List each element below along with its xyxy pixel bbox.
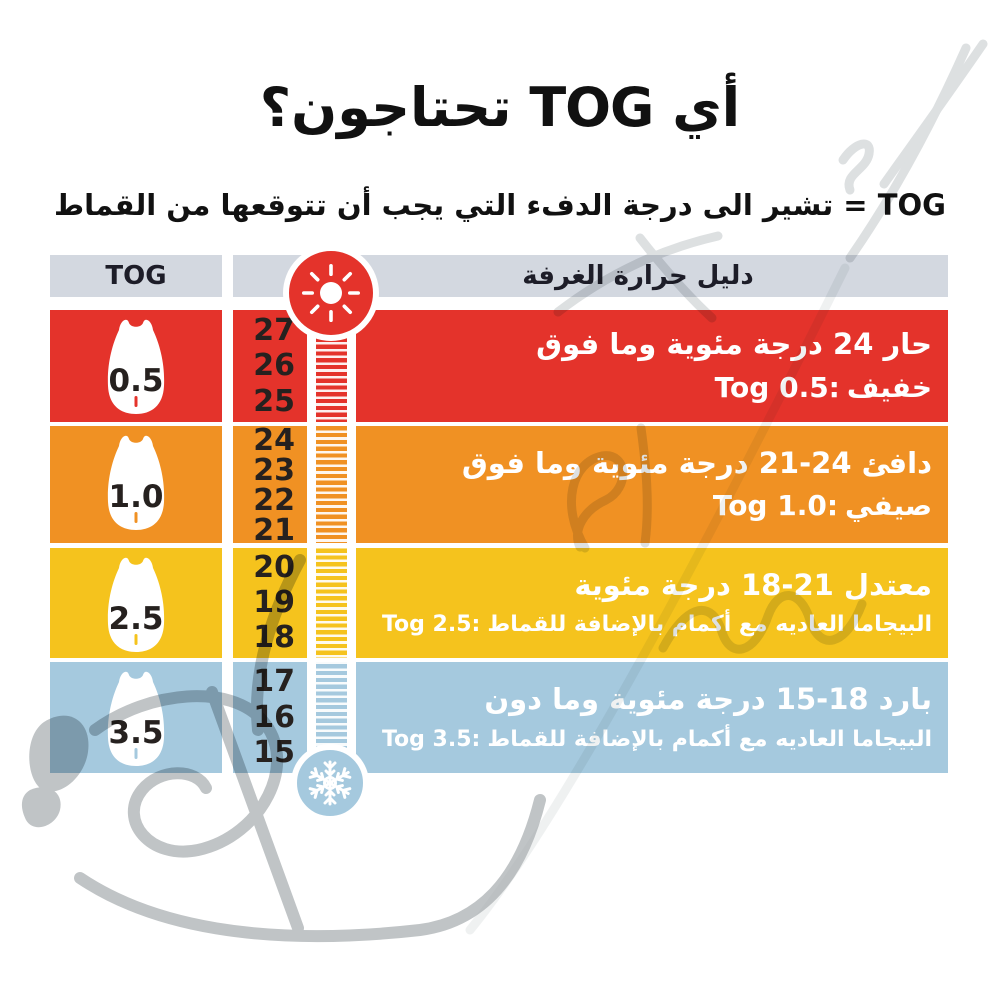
temp-scale: 17 16 15 xyxy=(233,662,295,773)
tog-row-mild-left: 2.5 xyxy=(50,548,222,658)
tog-value: 3.5 xyxy=(108,715,164,751)
tog-column-header: TOG xyxy=(50,255,222,297)
thermometer-bulb-hot xyxy=(283,245,379,341)
row-description: بارد 18-15 درجة مئوية وما دون البيجاما ا… xyxy=(363,662,948,773)
row-heading: حار 24 درجة مئوية وما فوق xyxy=(536,327,932,362)
tog-row-warm-left: 1.0 xyxy=(50,426,222,543)
row-description: دافئ 24-21 درجة مئوية وما فوق صيفي Tog 1… xyxy=(363,426,948,543)
bag-stitch xyxy=(134,748,138,760)
row-label-tog: Tog 1.0: xyxy=(712,489,839,523)
temp-value: 16 xyxy=(253,699,295,735)
temp-value: 21 xyxy=(253,513,295,548)
temp-scale: 20 19 18 xyxy=(233,548,295,658)
row-label-tog: Tog 2.5: xyxy=(381,612,481,638)
bag-stitch xyxy=(134,396,138,408)
row-label-arabic: البيجاما العاديه مع أكمام بالإضافة للقما… xyxy=(487,612,932,638)
bag-stitch xyxy=(134,634,138,646)
thermometer-bulb-cold xyxy=(291,744,369,822)
row-heading: دافئ 24-21 درجة مئوية وما فوق xyxy=(461,445,932,480)
bag-stitch xyxy=(134,512,138,524)
temp-value: 17 xyxy=(253,664,295,700)
temp-value: 19 xyxy=(253,585,295,620)
row-heading: معتدل 21-18 درجة مئوية xyxy=(574,567,932,602)
sun-icon xyxy=(302,264,360,322)
sleeping-bag-icon: 1.0 xyxy=(99,430,173,534)
row-label-tog: Tog 3.5: xyxy=(381,726,481,752)
tog-row-hot-left: 0.5 xyxy=(50,310,222,422)
row-label-arabic: البيجاما العاديه مع أكمام بالإضافة للقما… xyxy=(487,726,932,752)
temp-scale: 27 26 25 xyxy=(233,310,295,422)
tog-value: 1.0 xyxy=(108,479,164,515)
temp-value: 27 xyxy=(253,312,295,348)
row-label-arabic: خفيف xyxy=(846,370,932,404)
row-label-tog: Tog 0.5: xyxy=(714,370,840,404)
sleeping-bag-icon: 3.5 xyxy=(99,666,173,770)
thermometer-tube xyxy=(307,308,356,754)
row-description: معتدل 21-18 درجة مئوية البيجاما العاديه … xyxy=(363,548,948,658)
tog-row-cold-left: 3.5 xyxy=(50,662,222,773)
sleeping-bag-icon: 2.5 xyxy=(99,552,173,656)
row-tog-recommendation: صيفي Tog 1.0: xyxy=(371,489,932,523)
row-tog-recommendation: خفيف Tog 0.5: xyxy=(371,370,932,404)
row-label-arabic: صيفي xyxy=(845,489,932,523)
temp-value: 20 xyxy=(253,550,295,585)
tog-value: 2.5 xyxy=(108,601,164,637)
page-title: أي TOG تحتاجون؟ xyxy=(259,76,741,139)
row-tog-recommendation: البيجاما العاديه مع أكمام بالإضافة للقما… xyxy=(371,727,932,752)
temp-value: 23 xyxy=(253,453,295,488)
snowflake-icon xyxy=(308,760,352,806)
row-description: حار 24 درجة مئوية وما فوق خفيف Tog 0.5: xyxy=(363,310,948,422)
tog-value: 0.5 xyxy=(108,363,164,399)
temp-value: 26 xyxy=(253,348,295,383)
temp-scale: 24 23 22 21 xyxy=(233,423,295,548)
temp-value: 25 xyxy=(253,383,295,419)
sleeping-bag-icon: 0.5 xyxy=(99,314,173,418)
row-tog-recommendation: البيجاما العاديه مع أكمام بالإضافة للقما… xyxy=(371,612,932,637)
temp-value: 15 xyxy=(253,734,295,770)
temp-value: 24 xyxy=(253,423,295,458)
temp-value: 18 xyxy=(253,620,295,655)
temp-value: 22 xyxy=(253,483,295,518)
row-heading: بارد 18-15 درجة مئوية وما دون xyxy=(484,682,932,717)
subtitle: TOG = تشير الى درجة الدفء التي يجب أن تت… xyxy=(54,188,946,222)
